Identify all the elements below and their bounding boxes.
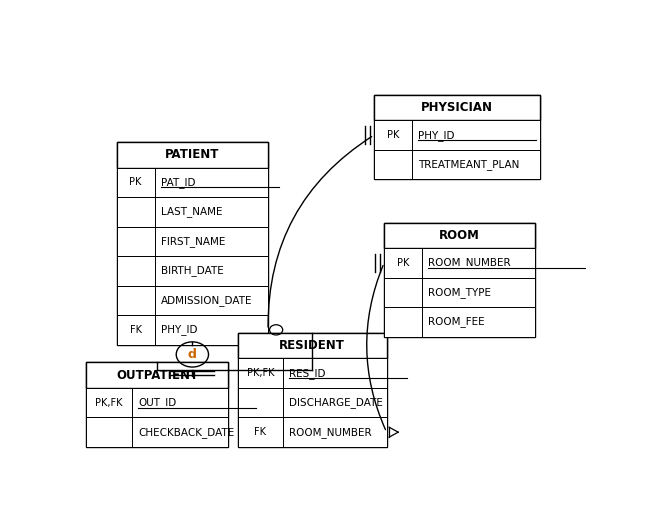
Bar (117, 142, 268, 344)
Text: ROOM_FEE: ROOM_FEE (428, 316, 484, 328)
Bar (384, 307, 535, 337)
Bar (384, 223, 535, 337)
Text: DISCHARGE_DATE: DISCHARGE_DATE (289, 397, 383, 408)
FancyArrowPatch shape (367, 266, 385, 430)
Text: LAST_NAME: LAST_NAME (161, 206, 222, 217)
Text: OUT_ID: OUT_ID (138, 397, 176, 408)
Bar (117, 226, 268, 256)
Text: RESIDENT: RESIDENT (279, 339, 345, 352)
Bar (117, 197, 268, 226)
Text: OUTPATIENT: OUTPATIENT (116, 368, 198, 382)
Text: ADMISSION_DATE: ADMISSION_DATE (161, 295, 252, 306)
Text: PATIENT: PATIENT (165, 148, 219, 161)
FancyArrowPatch shape (268, 136, 372, 327)
Bar (117, 315, 268, 344)
Bar (384, 278, 535, 307)
Text: PHY_ID: PHY_ID (418, 130, 454, 141)
Bar (117, 168, 268, 197)
Text: PHY_ID: PHY_ID (161, 324, 197, 335)
Text: FK: FK (130, 325, 142, 335)
Text: PK: PK (397, 258, 409, 268)
Text: ROOM: ROOM (439, 229, 480, 242)
Text: PAT_ID: PAT_ID (161, 177, 195, 188)
Text: BIRTH_DATE: BIRTH_DATE (161, 265, 223, 276)
Bar (117, 286, 268, 315)
Bar (238, 358, 387, 388)
Text: ROOM_NUMBER: ROOM_NUMBER (289, 427, 372, 437)
Text: ROOM_TYPE: ROOM_TYPE (428, 287, 491, 298)
Bar (374, 95, 540, 121)
Bar (238, 388, 387, 417)
Text: CHECKBACK_DATE: CHECKBACK_DATE (138, 427, 234, 437)
Text: PK: PK (130, 177, 142, 188)
Bar (87, 362, 228, 388)
Bar (87, 362, 228, 447)
Bar (374, 121, 540, 150)
Bar (384, 223, 535, 248)
Text: PK,FK: PK,FK (96, 398, 123, 408)
Bar (374, 150, 540, 179)
Bar (117, 256, 268, 286)
Bar (87, 388, 228, 417)
Bar (238, 417, 387, 447)
Text: PK: PK (387, 130, 399, 140)
Bar (384, 248, 535, 278)
Text: FK: FK (255, 427, 266, 437)
Bar (117, 142, 268, 168)
Bar (238, 333, 387, 358)
Text: TREATMEANT_PLAN: TREATMEANT_PLAN (418, 159, 519, 170)
Text: RES_ID: RES_ID (289, 368, 326, 379)
Text: FIRST_NAME: FIRST_NAME (161, 236, 225, 247)
Text: PHYSICIAN: PHYSICIAN (421, 101, 493, 114)
Text: PK,FK: PK,FK (247, 368, 274, 378)
Text: ROOM_NUMBER: ROOM_NUMBER (428, 258, 510, 268)
Bar (87, 417, 228, 447)
Text: d: d (188, 348, 197, 361)
Bar (374, 95, 540, 179)
Bar (238, 333, 387, 447)
